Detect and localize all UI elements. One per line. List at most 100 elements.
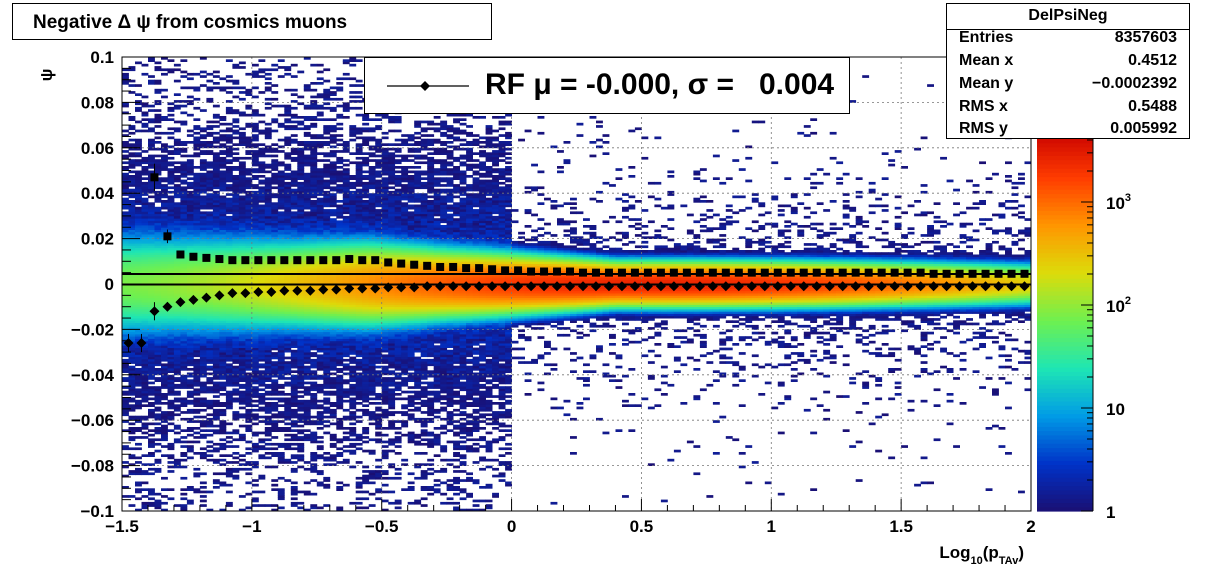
heatmap-cell: [161, 333, 168, 337]
heatmap-cell: [167, 386, 175, 389]
heatmap-cell: [264, 429, 272, 432]
heatmap-cell: [212, 131, 220, 135]
heatmap-cell: [316, 340, 324, 344]
heatmap-cell: [284, 109, 292, 112]
heatmap-cell: [310, 125, 318, 128]
heatmap-cell: [122, 197, 129, 201]
heatmap-cell: [161, 318, 168, 321]
heatmap-cell: [323, 386, 331, 389]
heatmap-cell: [219, 222, 227, 226]
heatmap-cell: [310, 225, 318, 228]
heatmap-cell: [342, 193, 350, 196]
heatmap-cell: [238, 254, 246, 258]
heatmap-cell: [336, 220, 344, 224]
heatmap-cell: [349, 84, 357, 87]
heatmap-cell: [199, 454, 207, 457]
heatmap-cell: [206, 170, 214, 174]
heatmap-cell: [310, 268, 318, 271]
heatmap-cell: [219, 240, 227, 244]
heatmap-cell: [186, 402, 194, 405]
heatmap-cell: [238, 399, 246, 403]
heatmap-cell: [219, 368, 227, 371]
heatmap-cell: [206, 413, 214, 417]
heatmap-cell: [225, 399, 233, 403]
heatmap-cell: [284, 118, 292, 121]
heatmap-cell: [238, 386, 246, 389]
heatmap-cell: [173, 129, 181, 133]
heatmap-cell: [148, 413, 155, 417]
heatmap-cell: [232, 297, 240, 301]
heatmap-cell: [303, 186, 311, 190]
heatmap-cell: [167, 168, 175, 171]
heatmap-cell: [277, 313, 285, 317]
heatmap-cell: [271, 479, 279, 482]
heatmap-cell: [284, 397, 292, 401]
heatmap-cell: [342, 354, 350, 358]
heatmap-cell: [173, 322, 181, 326]
heatmap-cell: [225, 236, 233, 239]
heatmap-cell: [238, 368, 246, 371]
heatmap-cell: [225, 349, 233, 353]
heatmap-cell: [323, 227, 331, 230]
heatmap-cell: [258, 240, 266, 244]
heatmap-cell: [219, 204, 227, 208]
heatmap-cell: [128, 143, 136, 146]
heatmap-cell: [258, 200, 266, 203]
heatmap-cell: [141, 318, 149, 321]
heatmap-cell: [258, 318, 266, 321]
heatmap-cell: [180, 259, 188, 262]
heatmap-cell: [161, 476, 168, 480]
heatmap-cell: [238, 263, 246, 267]
heatmap-cell: [342, 347, 350, 351]
heatmap-cell: [173, 186, 181, 190]
heatmap-cell: [167, 327, 175, 330]
heatmap-cell: [316, 343, 324, 346]
heatmap-cell: [122, 225, 129, 228]
heatmap-cell: [316, 175, 324, 178]
heatmap-cell: [225, 402, 233, 405]
heatmap-cell: [310, 118, 318, 121]
heatmap-cell: [193, 179, 201, 183]
heatmap-cell: [135, 370, 142, 373]
heatmap-cell: [206, 288, 214, 292]
heatmap-cell: [277, 399, 285, 403]
heatmap-cell: [284, 324, 292, 328]
heatmap-cell: [199, 229, 207, 233]
heatmap-cell: [167, 354, 175, 358]
heatmap-cell: [349, 263, 357, 267]
heatmap-cell: [290, 277, 298, 280]
heatmap-cell: [271, 452, 279, 455]
heatmap-cell: [290, 299, 298, 303]
heatmap-cell: [232, 295, 240, 299]
heatmap-cell: [193, 363, 201, 367]
heatmap-cell: [245, 467, 253, 471]
heatmap-cell: [161, 365, 168, 369]
heatmap-cell: [141, 211, 149, 215]
heatmap-cell: [310, 274, 318, 278]
heatmap-cell: [225, 281, 233, 285]
heatmap-cell: [355, 290, 363, 294]
heatmap-cell: [297, 236, 305, 239]
heatmap-cell: [342, 343, 350, 346]
heatmap-cell: [154, 231, 162, 235]
heatmap-cell: [251, 343, 259, 346]
heatmap-cell: [161, 227, 168, 230]
heatmap-cell: [225, 368, 233, 371]
heatmap-cell: [180, 309, 188, 312]
heatmap-cell: [271, 63, 279, 67]
heatmap-cell: [310, 181, 318, 185]
heatmap-cell: [297, 386, 305, 389]
heatmap-cell: [271, 318, 279, 321]
heatmap-cell: [329, 211, 337, 215]
heatmap-cell: [245, 345, 253, 348]
heatmap-cell: [161, 356, 168, 360]
heatmap-cell: [199, 136, 207, 140]
heatmap-cell: [336, 324, 344, 328]
heatmap-cell: [349, 206, 357, 210]
heatmap-cell: [264, 340, 272, 344]
heatmap-cell: [336, 222, 344, 226]
heatmap-cell: [258, 186, 266, 190]
heatmap-cell: [128, 463, 136, 466]
heatmap-cell: [193, 408, 201, 412]
heatmap-cell: [297, 399, 305, 403]
